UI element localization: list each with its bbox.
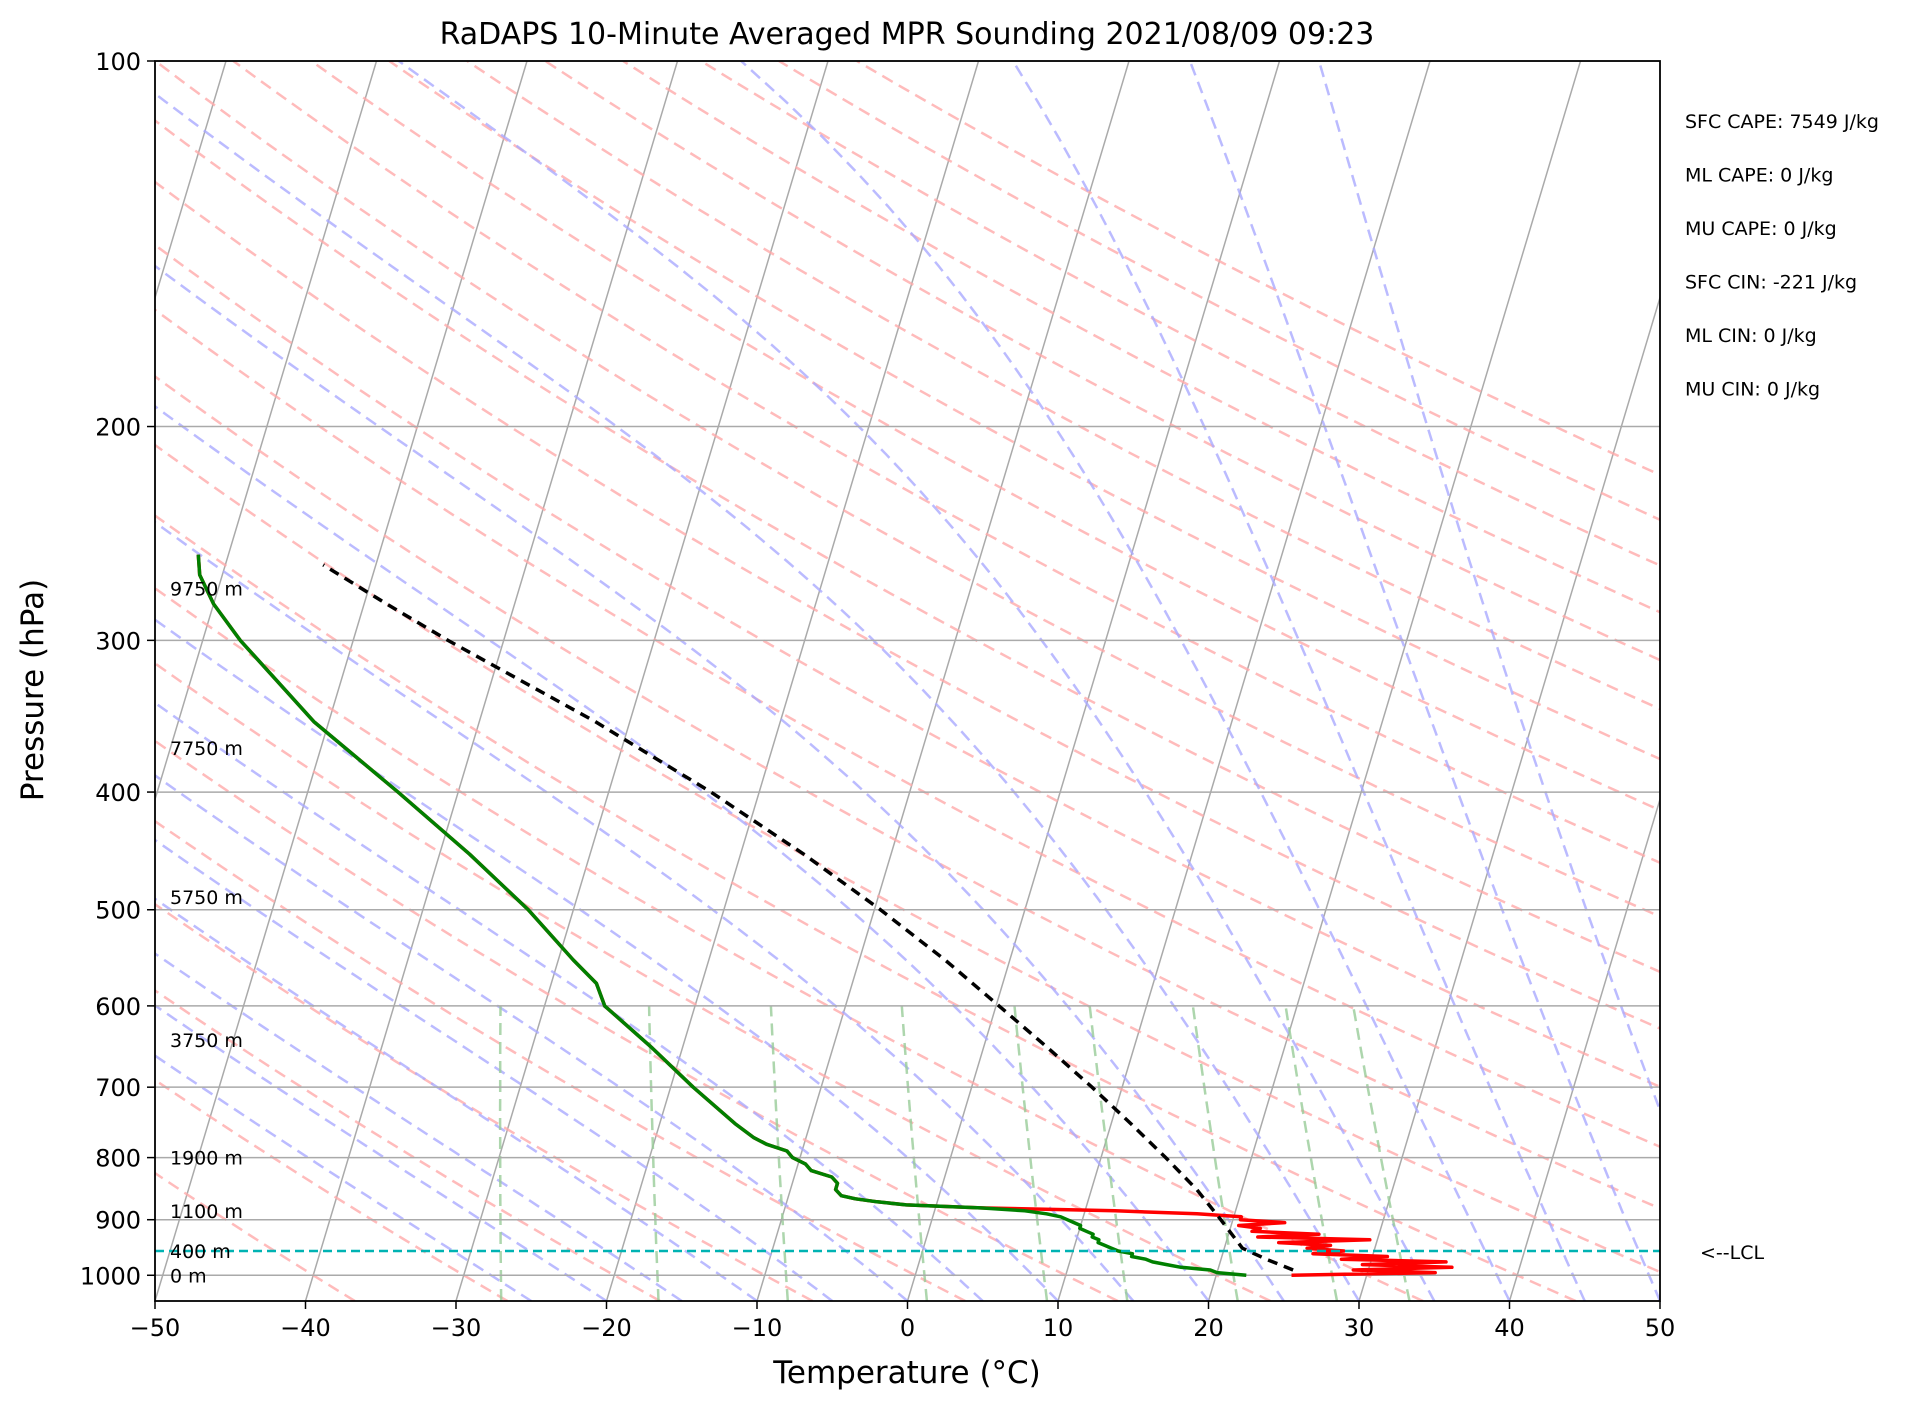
dry-adiabat-line: [155, 61, 1660, 918]
dry-adiabat-line: [778, 61, 1660, 522]
mixing-ratio-line: [900, 1005, 929, 1301]
dry-adiabat-line: [155, 739, 1119, 1301]
y-tick-label: 100: [95, 48, 141, 76]
stat-annotation: ML CAPE: 0 J/kg: [1685, 165, 1833, 187]
x-tick-label: 20: [1193, 1314, 1224, 1342]
dry-adiabat-line: [155, 119, 1660, 974]
isotherm-line: [1358, 295, 1660, 1301]
moist-adiabat-line: [155, 1003, 608, 1301]
mixing-ratio-line: [498, 1005, 503, 1301]
height-label: 7750 m: [170, 738, 243, 760]
dry-adiabat-line: [700, 61, 1660, 567]
isotherm-line: [1508, 796, 1660, 1301]
moist-adiabat-line: [1011, 61, 1586, 1301]
x-tick-label: 10: [1043, 1314, 1074, 1342]
stat-annotation: ML CIN: 0 J/kg: [1685, 325, 1817, 347]
stat-annotation: SFC CAPE: 7549 J/kg: [1685, 111, 1879, 133]
moist-adiabat-line: [155, 1054, 532, 1301]
x-tick-label: 50: [1645, 1314, 1676, 1342]
y-tick-label: 400: [95, 779, 141, 807]
height-label: 9750 m: [170, 579, 243, 601]
dewpoint-profile-line: [196, 554, 1247, 1278]
dry-adiabat-line: [622, 61, 1660, 614]
dry-adiabat-line: [310, 61, 1660, 812]
moist-adiabat-line: [155, 92, 1361, 1301]
y-tick-label: 900: [95, 1207, 141, 1235]
y-tick-label: 300: [95, 627, 141, 655]
isotherm-line: [455, 61, 829, 1301]
dry-adiabat-line: [155, 243, 1660, 1089]
x-tick-label: −40: [280, 1314, 331, 1342]
moist-adiabat-line: [155, 897, 758, 1301]
y-tick-label: 800: [95, 1145, 141, 1173]
y-tick-label: 600: [95, 993, 141, 1021]
moist-adiabat-line: [1317, 61, 1660, 1114]
x-tick-label: 40: [1494, 1314, 1525, 1342]
mixing-ratio-line: [647, 1005, 660, 1301]
dry-adiabat-line: [155, 180, 1660, 1030]
isotherm-line: [1057, 61, 1431, 1301]
dry-adiabat-line: [155, 1078, 509, 1301]
y-tick-label: 500: [95, 897, 141, 925]
dry-adiabat-line: [388, 61, 1660, 761]
y-tick-label: 1000: [80, 1262, 141, 1290]
x-tick-label: −20: [581, 1314, 632, 1342]
height-label: 5750 m: [170, 887, 243, 909]
x-tick-label: 0: [900, 1314, 915, 1342]
chart-title: RaDAPS 10-Minute Averaged MPR Sounding 2…: [440, 17, 1375, 52]
height-label: 0 m: [170, 1265, 207, 1287]
dry-adiabat-line: [466, 61, 1660, 711]
dry-adiabat-line: [155, 989, 661, 1301]
dry-adiabat-line: [155, 443, 1660, 1274]
height-label: 3750 m: [170, 1030, 243, 1052]
x-tick-label: 30: [1344, 1314, 1375, 1342]
moist-adiabat-line: [155, 618, 1059, 1301]
x-axis-label: Temperature (°C): [772, 1355, 1041, 1391]
mixing-ratio-line: [1351, 1005, 1411, 1301]
isotherm-line: [605, 61, 980, 1301]
x-tick-label: −50: [130, 1314, 181, 1342]
x-tick-label: −10: [732, 1314, 783, 1342]
moist-adiabat-line: [155, 701, 984, 1301]
stat-annotation: MU CIN: 0 J/kg: [1685, 379, 1820, 401]
isotherm-line: [906, 61, 1281, 1301]
mixing-ratio-line: [1284, 1005, 1339, 1301]
height-label: 400 m: [170, 1241, 231, 1263]
parcel-path-line: [322, 563, 1294, 1272]
y-tick-label: 200: [95, 414, 141, 442]
moist-adiabat-line: [740, 61, 1511, 1301]
isotherm-line: [155, 61, 528, 1301]
y-tick-label: 700: [95, 1074, 141, 1102]
dry-adiabat-line: [155, 308, 1660, 1149]
isotherm-line: [155, 61, 227, 301]
stat-annotation: MU CAPE: 0 J/kg: [1685, 218, 1837, 240]
moist-adiabat-line: [155, 773, 909, 1301]
mixing-ratio-line: [769, 1005, 790, 1301]
moist-adiabat-line: [397, 61, 1436, 1301]
dry-adiabat-line: [155, 586, 1424, 1301]
isotherm-line: [155, 61, 378, 802]
height-label: 1100 m: [170, 1201, 243, 1223]
dry-adiabat-line: [155, 514, 1577, 1301]
height-label: 1900 m: [170, 1148, 243, 1170]
moist-adiabat-line: [155, 952, 683, 1301]
moist-adiabat-line: [1188, 61, 1660, 1301]
mixing-ratio-line: [1191, 1005, 1239, 1301]
x-tick-label: −30: [431, 1314, 482, 1342]
dry-adiabat-line: [155, 661, 1271, 1301]
dry-adiabat-line: [155, 374, 1660, 1210]
dry-adiabat-line: [232, 61, 1660, 865]
stat-annotation: SFC CIN: -221 J/kg: [1685, 272, 1857, 294]
lcl-label: <--LCL: [1700, 1242, 1764, 1264]
isotherm-line: [304, 61, 679, 1301]
moist-adiabat-line: [155, 404, 1210, 1301]
y-axis-label: Pressure (hPa): [15, 579, 51, 801]
